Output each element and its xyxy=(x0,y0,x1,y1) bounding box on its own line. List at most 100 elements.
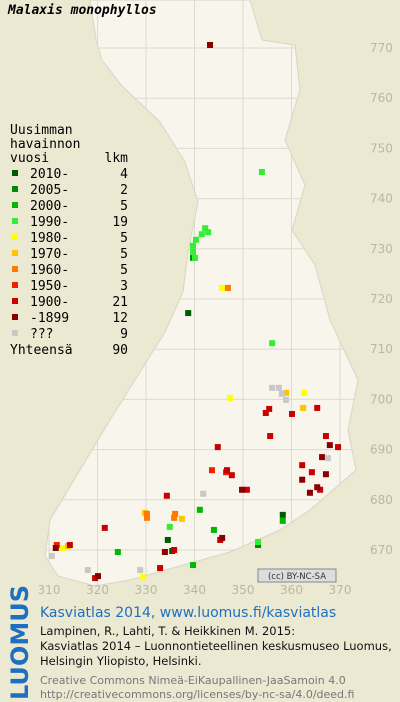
occurrence xyxy=(300,404,307,411)
y-tick-label: 690 xyxy=(370,443,393,457)
occurrence xyxy=(94,573,101,580)
occurrence xyxy=(178,515,185,522)
occurrence xyxy=(314,404,321,411)
occurrence xyxy=(224,284,231,291)
occurrence xyxy=(283,396,290,403)
atlas-link[interactable]: Kasviatlas 2014, www.luomus.fi/kasviatla… xyxy=(40,605,336,621)
legend-count: 2 xyxy=(120,183,128,198)
citation: Helsingin Yliopisto, Helsinki. xyxy=(40,654,202,668)
occurrence xyxy=(190,562,197,569)
occurrence xyxy=(163,492,170,499)
occurrence xyxy=(48,553,55,560)
logo: LUOMUS xyxy=(6,585,34,700)
y-tick-label: 750 xyxy=(370,141,393,155)
y-tick-label: 720 xyxy=(370,292,393,306)
legend-count: 19 xyxy=(112,215,128,230)
occurrence xyxy=(157,565,164,572)
occurrence xyxy=(185,310,192,317)
occurrence xyxy=(322,433,329,440)
occurrence xyxy=(267,433,274,440)
occurrence xyxy=(198,231,205,238)
occurrence xyxy=(52,544,59,551)
license: Creative Commons Nimeä-EiKaupallinen-Jaa… xyxy=(40,674,346,687)
legend-swatch xyxy=(12,266,18,272)
legend-label: 1950- xyxy=(30,279,69,294)
legend-label: ??? xyxy=(30,327,53,342)
y-tick-label: 670 xyxy=(370,543,393,557)
legend-label: 1960- xyxy=(30,263,69,278)
legend-swatch xyxy=(12,186,18,192)
legend-heading: vuosi xyxy=(10,151,49,166)
occurrence xyxy=(196,506,203,513)
occurrence xyxy=(191,254,198,261)
occurrence xyxy=(66,541,73,548)
occurrence xyxy=(101,524,108,531)
license-url[interactable]: http://creativecommons.org/licenses/by-n… xyxy=(40,688,354,701)
legend-count: 3 xyxy=(120,279,128,294)
occurrence xyxy=(214,444,221,451)
occurrence xyxy=(171,514,178,521)
legend-count: 21 xyxy=(112,295,128,310)
legend-label: 1900- xyxy=(30,295,69,310)
total-count: 90 xyxy=(112,343,128,358)
occurrence xyxy=(208,467,215,474)
legend-swatch xyxy=(12,218,18,224)
occurrence xyxy=(53,541,60,548)
y-tick-label: 680 xyxy=(370,493,393,507)
legend-label: -1899 xyxy=(30,311,69,326)
occurrence xyxy=(200,490,207,497)
legend-swatch xyxy=(12,314,18,320)
occurrence xyxy=(262,409,269,416)
occurrence xyxy=(255,538,262,545)
occurrence xyxy=(190,248,197,255)
legend-count: 5 xyxy=(120,199,128,214)
legend-count-heading: lkm xyxy=(105,151,129,166)
species-title: Malaxis monophyllos xyxy=(7,3,157,18)
x-tick-label: 310 xyxy=(38,583,61,597)
y-tick-label: 700 xyxy=(370,392,393,406)
y-tick-label: 710 xyxy=(370,342,393,356)
occurrence xyxy=(161,549,168,556)
occurrence xyxy=(202,225,209,232)
legend-count: 4 xyxy=(120,167,128,182)
occurrence xyxy=(143,514,150,521)
occurrence xyxy=(243,486,250,493)
occurrence xyxy=(258,168,265,175)
occurrence xyxy=(219,284,226,291)
x-tick-label: 320 xyxy=(86,583,109,597)
occurrence xyxy=(205,229,212,236)
legend-label: 1980- xyxy=(30,231,69,246)
occurrence xyxy=(288,410,295,417)
y-tick-label: 730 xyxy=(370,242,393,256)
occurrence xyxy=(223,467,230,474)
legend-heading: havainnon xyxy=(10,137,80,152)
occurrence xyxy=(326,442,333,449)
occurrence xyxy=(299,476,306,483)
occurrence xyxy=(60,544,67,551)
legend-label: 2000- xyxy=(30,199,69,214)
occurrence xyxy=(314,484,321,491)
occurrence xyxy=(171,547,178,553)
occurrences xyxy=(48,41,342,582)
legend-count: 12 xyxy=(112,311,128,326)
occurrence xyxy=(335,444,342,451)
axis-labels: 310 320 330 340 350 360 370 670 680 690 700 710 720 7… xyxy=(38,41,393,597)
occurrence xyxy=(308,469,315,476)
occurrence xyxy=(275,384,282,391)
legend-heading: Uusimman xyxy=(10,123,73,138)
legend-label: 2005- xyxy=(30,183,69,198)
occurrence xyxy=(210,526,217,533)
occurrence xyxy=(137,567,144,574)
legend-swatch xyxy=(12,298,18,304)
occurrence xyxy=(299,462,306,469)
occurrence xyxy=(319,454,326,461)
occurrence xyxy=(207,41,214,48)
legend-swatch xyxy=(12,282,18,288)
occurrence xyxy=(114,549,121,556)
legend-swatch xyxy=(12,330,18,336)
x-tick-label: 370 xyxy=(329,583,352,597)
y-tick-label: 740 xyxy=(370,192,393,206)
total-label: Yhteensä xyxy=(10,343,73,358)
occurrence xyxy=(278,390,285,397)
